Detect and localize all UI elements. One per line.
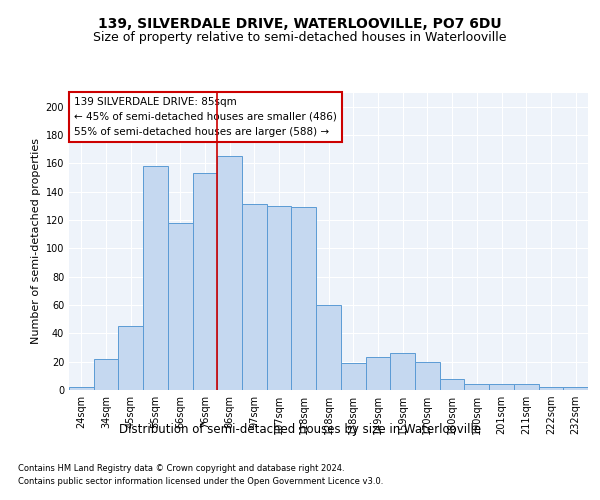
Bar <box>341 363 365 390</box>
Bar <box>193 174 217 390</box>
Bar <box>69 387 94 390</box>
Bar <box>489 384 514 390</box>
Bar <box>168 223 193 390</box>
Text: Contains public sector information licensed under the Open Government Licence v3: Contains public sector information licen… <box>18 478 383 486</box>
Text: Distribution of semi-detached houses by size in Waterlooville: Distribution of semi-detached houses by … <box>119 422 481 436</box>
Bar <box>514 384 539 390</box>
Text: Size of property relative to semi-detached houses in Waterlooville: Size of property relative to semi-detach… <box>93 31 507 44</box>
Text: 139, SILVERDALE DRIVE, WATERLOOVILLE, PO7 6DU: 139, SILVERDALE DRIVE, WATERLOOVILLE, PO… <box>98 18 502 32</box>
Bar <box>143 166 168 390</box>
Y-axis label: Number of semi-detached properties: Number of semi-detached properties <box>31 138 41 344</box>
Bar <box>440 378 464 390</box>
Bar <box>94 359 118 390</box>
Bar <box>242 204 267 390</box>
Bar <box>316 305 341 390</box>
Bar <box>217 156 242 390</box>
Text: 139 SILVERDALE DRIVE: 85sqm
← 45% of semi-detached houses are smaller (486)
55% : 139 SILVERDALE DRIVE: 85sqm ← 45% of sem… <box>74 97 337 136</box>
Bar <box>415 362 440 390</box>
Bar <box>464 384 489 390</box>
Bar <box>390 353 415 390</box>
Bar <box>267 206 292 390</box>
Bar <box>118 326 143 390</box>
Bar <box>539 387 563 390</box>
Bar <box>365 358 390 390</box>
Bar <box>563 387 588 390</box>
Bar <box>292 207 316 390</box>
Text: Contains HM Land Registry data © Crown copyright and database right 2024.: Contains HM Land Registry data © Crown c… <box>18 464 344 473</box>
